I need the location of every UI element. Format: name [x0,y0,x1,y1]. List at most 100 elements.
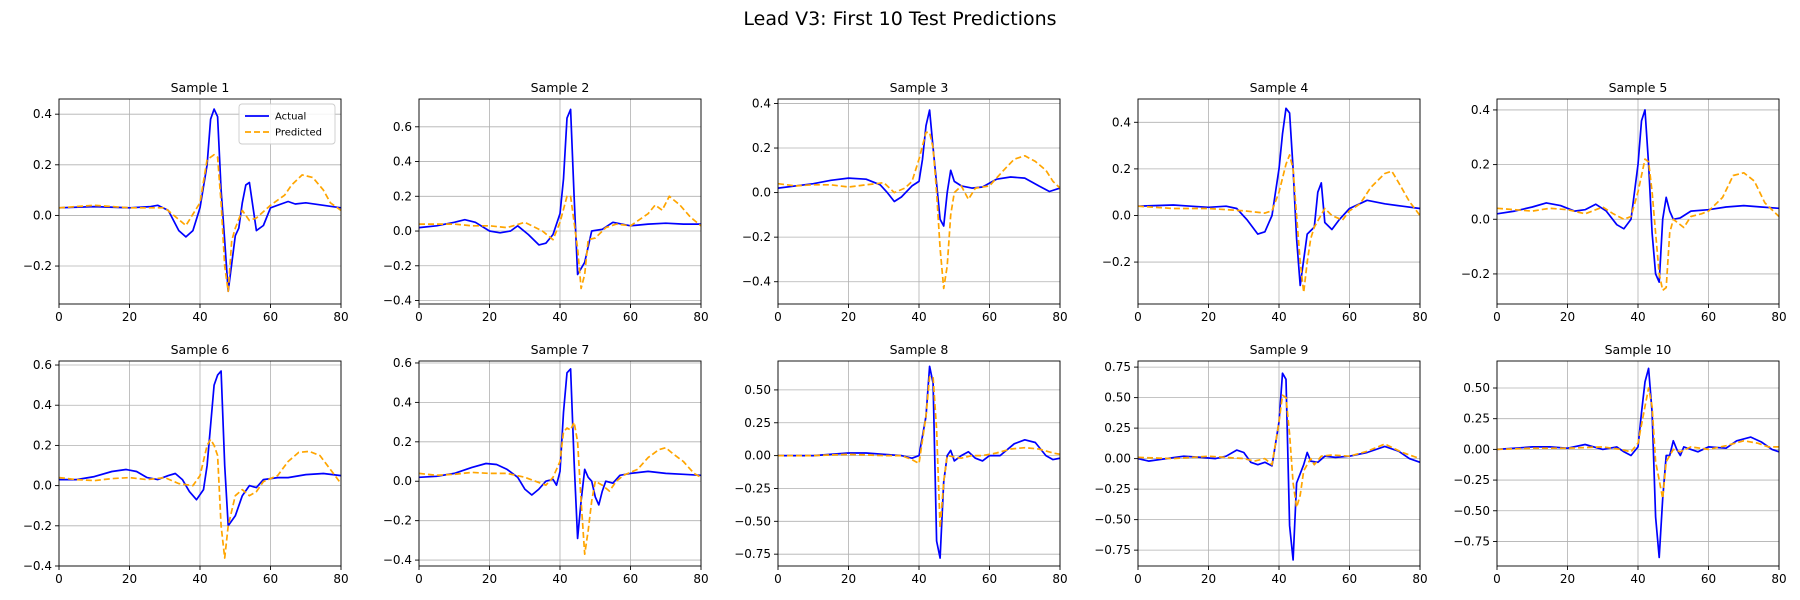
series-line-actual [419,368,701,540]
x-tick-label: 20 [1560,310,1575,324]
x-tick: 0 [55,304,63,324]
y-tick-label: −0.2 [383,259,412,273]
x-tick-label: 20 [1560,572,1575,586]
x-tick-label: 60 [1342,310,1357,324]
x-tick: 0 [1493,304,1501,324]
y-tick-label: −0.75 [1453,534,1490,548]
x-tick-label: 20 [841,310,856,324]
y-tick: 0.50 [744,383,778,397]
y-tick: −0.2 [742,230,778,244]
y-tick: 0.0 [1471,212,1497,226]
y-tick-label: −0.2 [23,519,52,533]
x-tick-label: 80 [1771,572,1786,586]
subplot-title: Sample 5 [1609,80,1668,95]
series-line-predicted [1138,394,1420,509]
x-tick-label: 80 [1052,310,1067,324]
y-tick: 0.75 [1104,360,1138,374]
y-tick-label: 0.00 [744,449,771,463]
x-tick-label: 40 [192,572,207,586]
y-tick: −0.4 [742,275,778,289]
x-tick-label: 40 [192,310,207,324]
subplot-4: 0 20 40 60 80 −0.2 0.0 0.2 0.4 Sample 4 [1102,80,1428,324]
y-tick-label: 0.2 [33,438,52,452]
x-tick: 80 [693,566,709,586]
x-tick: 40 [192,566,208,586]
y-tick: 0.2 [1112,162,1138,176]
y-tick: 0.0 [393,474,419,488]
x-tick: 60 [263,566,278,586]
y-tick-label: −0.4 [23,559,52,573]
x-tick-label: 0 [774,572,782,586]
y-tick: 0.4 [33,398,59,412]
subplot-title: Sample 2 [531,80,590,95]
y-tick: 0.6 [33,358,59,372]
x-tick-label: 80 [333,310,348,324]
x-tick-label: 60 [982,572,997,586]
y-tick: −0.4 [383,553,419,567]
y-tick: −0.25 [1453,473,1497,487]
x-tick-label: 20 [122,572,137,586]
subplot-title: Sample 7 [531,342,590,357]
x-tick: 20 [122,304,137,324]
figure-title: Lead V3: First 10 Test Predictions [743,8,1057,30]
x-tick-label: 20 [122,310,137,324]
subplot-title: Sample 4 [1250,80,1309,95]
subplot-title: Sample 10 [1605,342,1672,357]
x-tick-label: 20 [1201,310,1216,324]
x-tick-label: 60 [982,310,997,324]
x-tick: 20 [841,566,856,586]
y-tick: 0.50 [1463,381,1497,395]
x-tick-label: 40 [552,310,567,324]
x-tick-label: 0 [1134,572,1142,586]
x-tick-label: 40 [911,572,926,586]
y-tick-label: 0.2 [393,189,412,203]
series-line-predicted [419,195,701,290]
y-tick-label: 0.2 [752,141,771,155]
y-tick-label: −0.2 [383,514,412,528]
y-tick-label: 0.0 [1471,212,1490,226]
y-tick-label: 0.0 [752,186,771,200]
x-tick: 20 [841,304,856,324]
y-tick-label: 0.25 [744,416,771,430]
y-tick: 0.2 [393,189,419,203]
y-tick: 0.6 [393,356,419,370]
y-tick-label: 0.75 [1104,360,1131,374]
y-tick: 0.0 [33,479,59,493]
x-tick: 20 [482,566,497,586]
x-tick-label: 0 [415,572,423,586]
x-tick: 80 [1412,566,1428,586]
y-tick-label: 0.4 [33,398,52,412]
y-tick-label: 0.4 [1112,115,1131,129]
y-tick-label: −0.25 [734,481,771,495]
x-tick-label: 60 [1701,310,1716,324]
x-tick-label: 20 [1201,572,1216,586]
x-tick: 0 [1134,304,1142,324]
series-line-predicted [778,131,1060,290]
y-tick: 0.00 [1104,452,1138,466]
subplot-title: Sample 3 [890,80,949,95]
y-tick: 0.4 [33,107,59,121]
y-tick: 0.25 [1104,421,1138,435]
subplot-2: 0 20 40 60 80 −0.4 −0.2 0.0 0.2 0.4 0.6 Sample 2 [383,80,709,324]
y-tick-label: 0.25 [1104,421,1131,435]
x-tick-label: 40 [552,572,567,586]
y-tick: 0.0 [33,208,59,222]
y-tick: −0.2 [383,514,419,528]
x-tick: 40 [552,566,568,586]
x-tick: 20 [1560,304,1575,324]
x-tick: 0 [55,566,63,586]
x-tick: 40 [911,566,927,586]
y-tick-label: 0.4 [393,395,412,409]
y-tick: 0.2 [393,435,419,449]
subplot-7: 0 20 40 60 80 −0.4 −0.2 0.0 0.2 0.4 0.6 Sample 7 [383,342,709,586]
y-tick: 0.50 [1104,391,1138,405]
x-tick: 60 [623,566,638,586]
series-line-predicted [778,375,1060,529]
x-tick: 60 [1701,304,1716,324]
y-tick-label: 0.4 [752,96,771,110]
x-tick: 60 [1701,566,1716,586]
y-tick-label: 0.50 [744,383,771,397]
subplot-6: 0 20 40 60 80 −0.4 −0.2 0.0 0.2 0.4 0.6 Sample 6 [23,342,349,586]
y-tick-label: 0.6 [393,356,412,370]
